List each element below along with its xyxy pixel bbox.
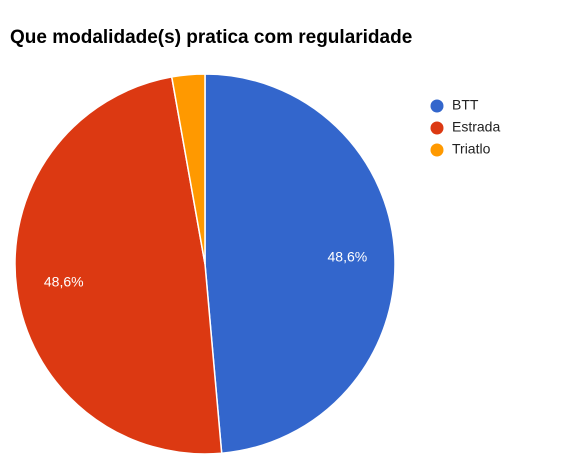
legend-label: BTT — [452, 97, 479, 113]
slice-label: 48,6% — [328, 248, 368, 264]
slice-label: 48,6% — [44, 273, 84, 289]
legend-label: Estrada — [452, 119, 500, 135]
pie-slice — [14, 76, 223, 455]
legend-swatch — [430, 99, 444, 113]
legend-swatch — [430, 121, 444, 135]
legend-swatch — [430, 143, 444, 157]
pie-slice — [204, 73, 396, 455]
legend-label: Triatlo — [452, 141, 491, 157]
chart-title: Que modalidade(s) pratica com regularida… — [10, 27, 412, 48]
pie-slice — [170, 73, 206, 265]
